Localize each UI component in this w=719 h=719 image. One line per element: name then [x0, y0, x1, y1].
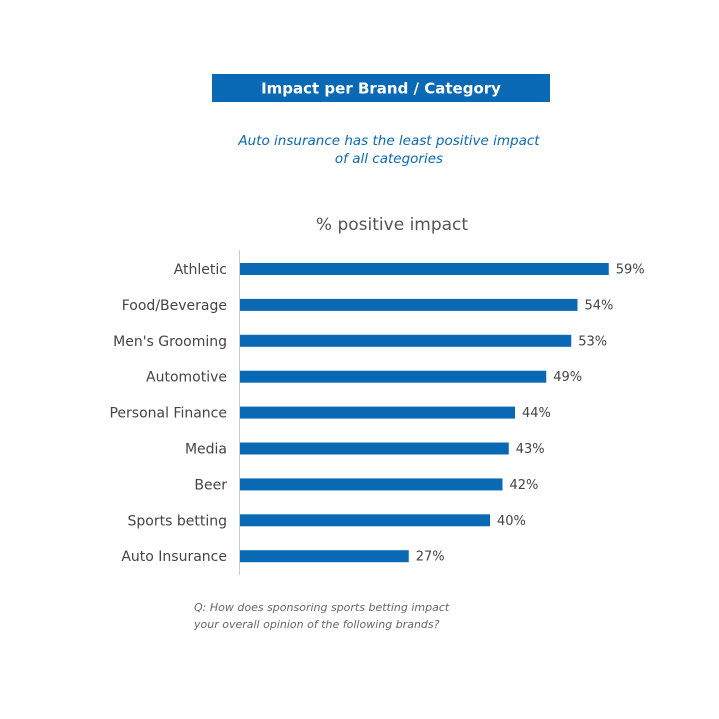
bar	[240, 370, 547, 383]
category-label: Personal Finance	[109, 406, 227, 422]
category-label: Men's Grooming	[113, 334, 227, 350]
value-label: 49%	[553, 370, 582, 385]
value-label: 44%	[522, 406, 551, 421]
bar	[240, 263, 609, 275]
value-label: 54%	[585, 298, 614, 313]
category-label: Athletic	[174, 262, 227, 278]
category-label: Food/Beverage	[122, 298, 227, 314]
value-label: 27%	[416, 550, 445, 565]
title-box	[212, 74, 550, 102]
value-label: 53%	[578, 334, 607, 349]
subtitle: Auto insurance has the least positive im…	[237, 133, 540, 149]
bar	[240, 334, 572, 347]
bar	[240, 298, 578, 311]
bar	[240, 406, 515, 419]
footnote: Q: How does sponsoring sports betting im…	[194, 601, 450, 614]
bar	[240, 514, 490, 527]
chart-title: Impact per Brand / Category	[261, 80, 501, 98]
value-label: 42%	[510, 478, 539, 493]
bar	[240, 478, 503, 491]
bar	[240, 442, 509, 455]
value-label: 40%	[497, 514, 526, 529]
footnote: your overall opinion of the following br…	[193, 618, 440, 631]
value-label: 43%	[516, 442, 545, 457]
category-label: Media	[185, 442, 227, 458]
bar	[240, 550, 409, 563]
value-label: 59%	[616, 263, 645, 278]
category-label: Auto Insurance	[121, 549, 227, 565]
category-label: Automotive	[146, 370, 227, 386]
category-label: Sports betting	[128, 513, 227, 529]
category-label: Beer	[194, 477, 227, 493]
axis-label: % positive impact	[316, 215, 468, 235]
subtitle: of all categories	[335, 151, 443, 167]
